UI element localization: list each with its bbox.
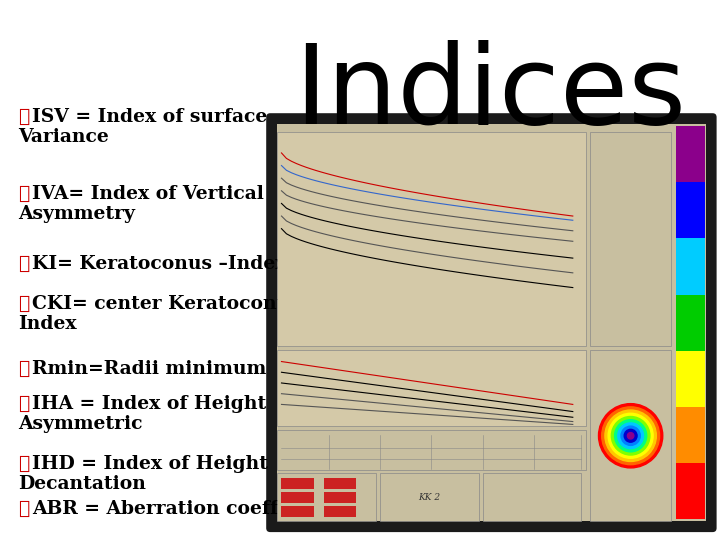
Circle shape: [608, 413, 653, 458]
Bar: [380, 474, 479, 521]
Text: ✓: ✓: [18, 108, 30, 126]
Bar: [282, 492, 314, 503]
Bar: [277, 350, 585, 426]
Text: ✓: ✓: [18, 185, 30, 203]
Bar: [675, 126, 705, 183]
Circle shape: [618, 423, 644, 449]
Bar: [675, 350, 705, 407]
Circle shape: [627, 433, 634, 439]
Bar: [590, 132, 671, 347]
Text: ✓: ✓: [18, 455, 30, 473]
Text: ✓: ✓: [18, 255, 30, 273]
Text: Decantation: Decantation: [18, 475, 146, 493]
Circle shape: [598, 403, 662, 468]
Bar: [590, 350, 671, 521]
Bar: [277, 132, 585, 347]
Text: KK 2: KK 2: [418, 493, 441, 502]
Bar: [282, 506, 314, 517]
Bar: [675, 463, 705, 519]
Bar: [675, 239, 705, 295]
Circle shape: [621, 426, 640, 445]
Bar: [277, 124, 706, 521]
Circle shape: [602, 407, 660, 465]
Text: IVA= Index of Vertical: IVA= Index of Vertical: [32, 185, 264, 203]
Text: Variance: Variance: [18, 128, 109, 146]
Bar: [675, 295, 705, 350]
Text: Indices: Indices: [294, 40, 686, 147]
Text: IHD = Index of Height: IHD = Index of Height: [32, 455, 268, 473]
Bar: [324, 506, 356, 517]
Text: IHA = Index of Height: IHA = Index of Height: [32, 395, 266, 413]
Bar: [324, 492, 356, 503]
Text: ✓: ✓: [18, 360, 30, 378]
Text: KI= Keratoconus –Index: KI= Keratoconus –Index: [32, 255, 287, 273]
Text: ✓: ✓: [18, 500, 30, 518]
Text: ✓: ✓: [18, 295, 30, 313]
Circle shape: [605, 410, 657, 462]
Circle shape: [615, 420, 647, 452]
Bar: [282, 478, 314, 489]
Bar: [324, 478, 356, 489]
Bar: [483, 474, 581, 521]
Text: Asymmetric: Asymmetric: [18, 415, 143, 433]
Text: Index: Index: [18, 315, 76, 333]
Circle shape: [624, 429, 637, 442]
Circle shape: [611, 416, 650, 455]
Text: CKI= center Keratoconus –: CKI= center Keratoconus –: [32, 295, 317, 313]
Text: Asymmetry: Asymmetry: [18, 205, 135, 223]
Text: ABR = Aberration coefficient: ABR = Aberration coefficient: [32, 500, 338, 518]
FancyBboxPatch shape: [266, 113, 716, 532]
Bar: [675, 407, 705, 463]
Text: Rmin=Radii minimum: Rmin=Radii minimum: [32, 360, 266, 378]
Bar: [675, 183, 705, 239]
Text: ✓: ✓: [18, 395, 30, 413]
Text: ISV = Index of surface: ISV = Index of surface: [32, 108, 267, 126]
Bar: [277, 430, 585, 469]
Bar: [277, 474, 376, 521]
